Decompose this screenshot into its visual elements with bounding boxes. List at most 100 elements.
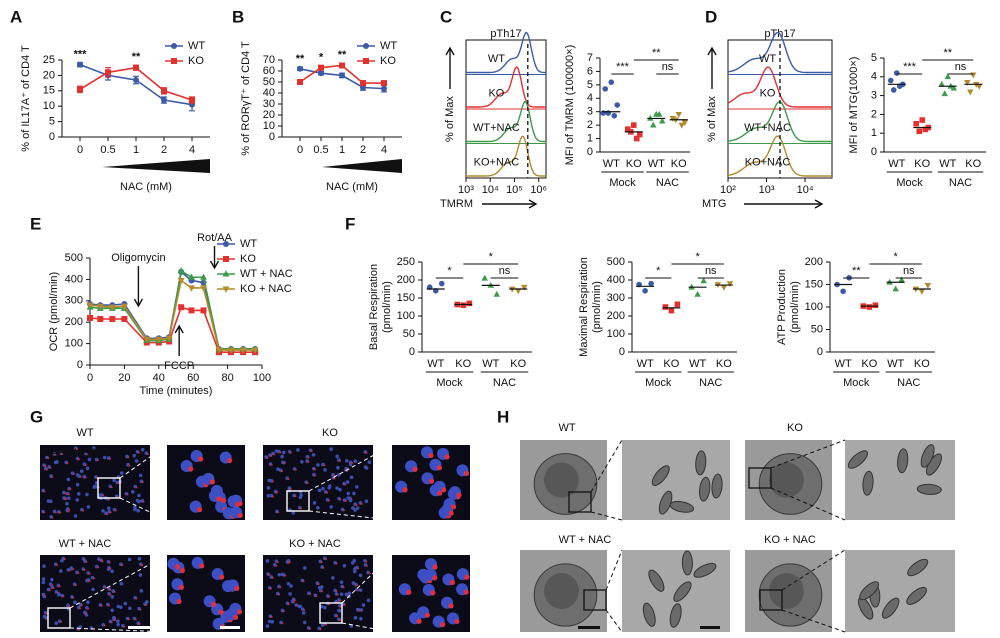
mito-stain	[293, 599, 296, 602]
x-tick-label: KO	[510, 358, 526, 370]
data-point	[521, 284, 528, 291]
data-point	[215, 347, 223, 354]
cell	[270, 619, 275, 624]
cell	[311, 453, 316, 457]
cell	[139, 589, 144, 593]
sample-label: WT	[488, 53, 505, 65]
y-tick-label: 50	[263, 76, 275, 88]
data-point	[887, 77, 894, 84]
cell	[102, 455, 107, 460]
data-point	[600, 110, 607, 116]
y-tick-label: 25	[43, 54, 55, 66]
sample-label: KO	[760, 87, 776, 99]
data-point	[967, 89, 974, 96]
mito-stain	[276, 560, 279, 563]
mito-stain	[134, 618, 137, 621]
histogram-curve	[466, 135, 546, 177]
cell	[92, 446, 96, 451]
mito-stain	[51, 516, 54, 519]
cell	[352, 569, 357, 574]
data-point	[611, 112, 618, 119]
data-point	[630, 122, 637, 128]
significance-label: **	[132, 51, 141, 63]
cell	[350, 561, 355, 565]
mito-stain	[127, 618, 130, 621]
mito-stain	[43, 490, 46, 493]
significance-label: **	[296, 53, 305, 65]
legend-label: WT	[240, 238, 257, 250]
data-point	[938, 80, 945, 87]
cell	[358, 573, 363, 578]
y-tick-label: 0	[871, 146, 877, 158]
mito-stain	[49, 466, 52, 469]
mito-stain	[402, 487, 408, 493]
mito-stain	[456, 492, 462, 498]
data-point	[662, 304, 669, 310]
y-axis-label: MFI of TMRM (100000×)	[564, 45, 576, 166]
cell	[85, 466, 90, 471]
mito-stain	[450, 504, 457, 510]
mito-stain	[277, 511, 280, 514]
mito-stain	[292, 601, 295, 604]
mito-stain	[84, 463, 87, 466]
y-tick-label: 2	[871, 108, 877, 120]
scale-bar	[220, 626, 240, 629]
mito-stain	[325, 491, 328, 494]
mito-stain	[324, 623, 327, 626]
condition-label: KO + NAC	[289, 538, 341, 550]
significance-label: **	[943, 47, 952, 59]
mito-stain	[270, 463, 273, 466]
mito-stain	[68, 508, 71, 511]
data-point	[493, 290, 500, 297]
y-tick-label: 10	[43, 100, 55, 112]
data-point	[121, 315, 128, 322]
cell	[348, 498, 353, 503]
data-point	[77, 86, 83, 93]
data-point	[659, 117, 666, 124]
mito-stain	[310, 450, 313, 453]
y-tick-label: 10	[263, 120, 275, 132]
legend-marker	[171, 43, 177, 49]
cell	[110, 608, 115, 613]
data-point	[438, 280, 445, 287]
panel-letter: B	[232, 7, 244, 26]
mitochondrion	[673, 581, 692, 602]
mito-stain	[43, 511, 46, 514]
condition-label: WT	[558, 422, 575, 434]
data-point	[105, 69, 111, 76]
mito-stain	[365, 564, 368, 567]
data-point	[143, 336, 151, 344]
x-tick-label: 60	[187, 372, 199, 384]
cell	[320, 623, 325, 627]
cell	[317, 488, 322, 493]
cell	[86, 600, 90, 605]
data-point	[642, 288, 648, 294]
cell	[136, 508, 141, 513]
mitochondrion	[847, 450, 869, 469]
cell	[280, 572, 285, 577]
x-tick-label: 2	[360, 144, 366, 156]
data-point	[481, 274, 488, 281]
cell	[353, 567, 357, 571]
mito-stain	[104, 586, 107, 589]
mito-stain	[327, 499, 330, 502]
mito-stain	[179, 567, 186, 574]
y-axis-label: (pmol/min)	[591, 281, 603, 333]
mito-stain	[287, 603, 290, 606]
data-point	[200, 285, 207, 292]
mito-stain	[101, 560, 104, 563]
significance-label: **	[852, 265, 861, 277]
y-tick-label: 30	[263, 98, 275, 110]
mitochondrion	[669, 603, 682, 628]
zoom-box	[759, 589, 783, 611]
mito-stain	[188, 466, 194, 472]
x-tick-label: 0.5	[313, 144, 328, 156]
mito-stain	[114, 509, 117, 512]
x-tick-label: 20	[118, 372, 130, 384]
sample-label: KO+NAC	[745, 156, 791, 168]
mito-stain	[428, 478, 435, 484]
mito-stain	[113, 590, 116, 593]
mito-stain	[135, 486, 138, 489]
data-point	[976, 83, 983, 90]
legend-label: WT + NAC	[240, 268, 293, 280]
